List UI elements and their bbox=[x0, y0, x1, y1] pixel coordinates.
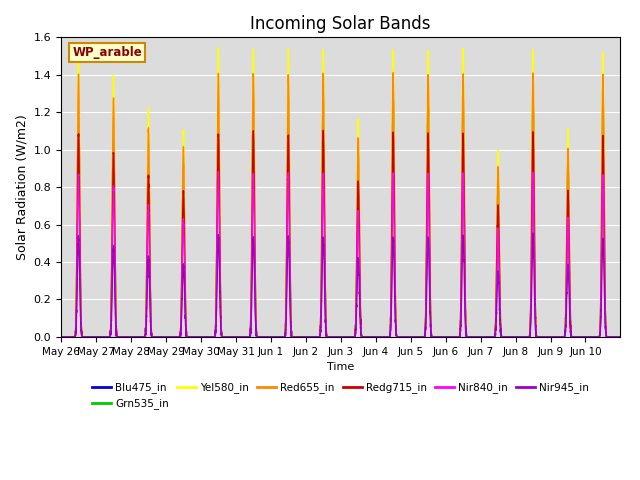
Y-axis label: Solar Radiation (W/m2): Solar Radiation (W/m2) bbox=[15, 114, 28, 260]
X-axis label: Time: Time bbox=[327, 362, 355, 372]
Legend: Blu475_in, Grn535_in, Yel580_in, Red655_in, Redg715_in, Nir840_in, Nir945_in: Blu475_in, Grn535_in, Yel580_in, Red655_… bbox=[88, 378, 593, 413]
Text: WP_arable: WP_arable bbox=[72, 46, 142, 60]
Title: Incoming Solar Bands: Incoming Solar Bands bbox=[250, 15, 431, 33]
